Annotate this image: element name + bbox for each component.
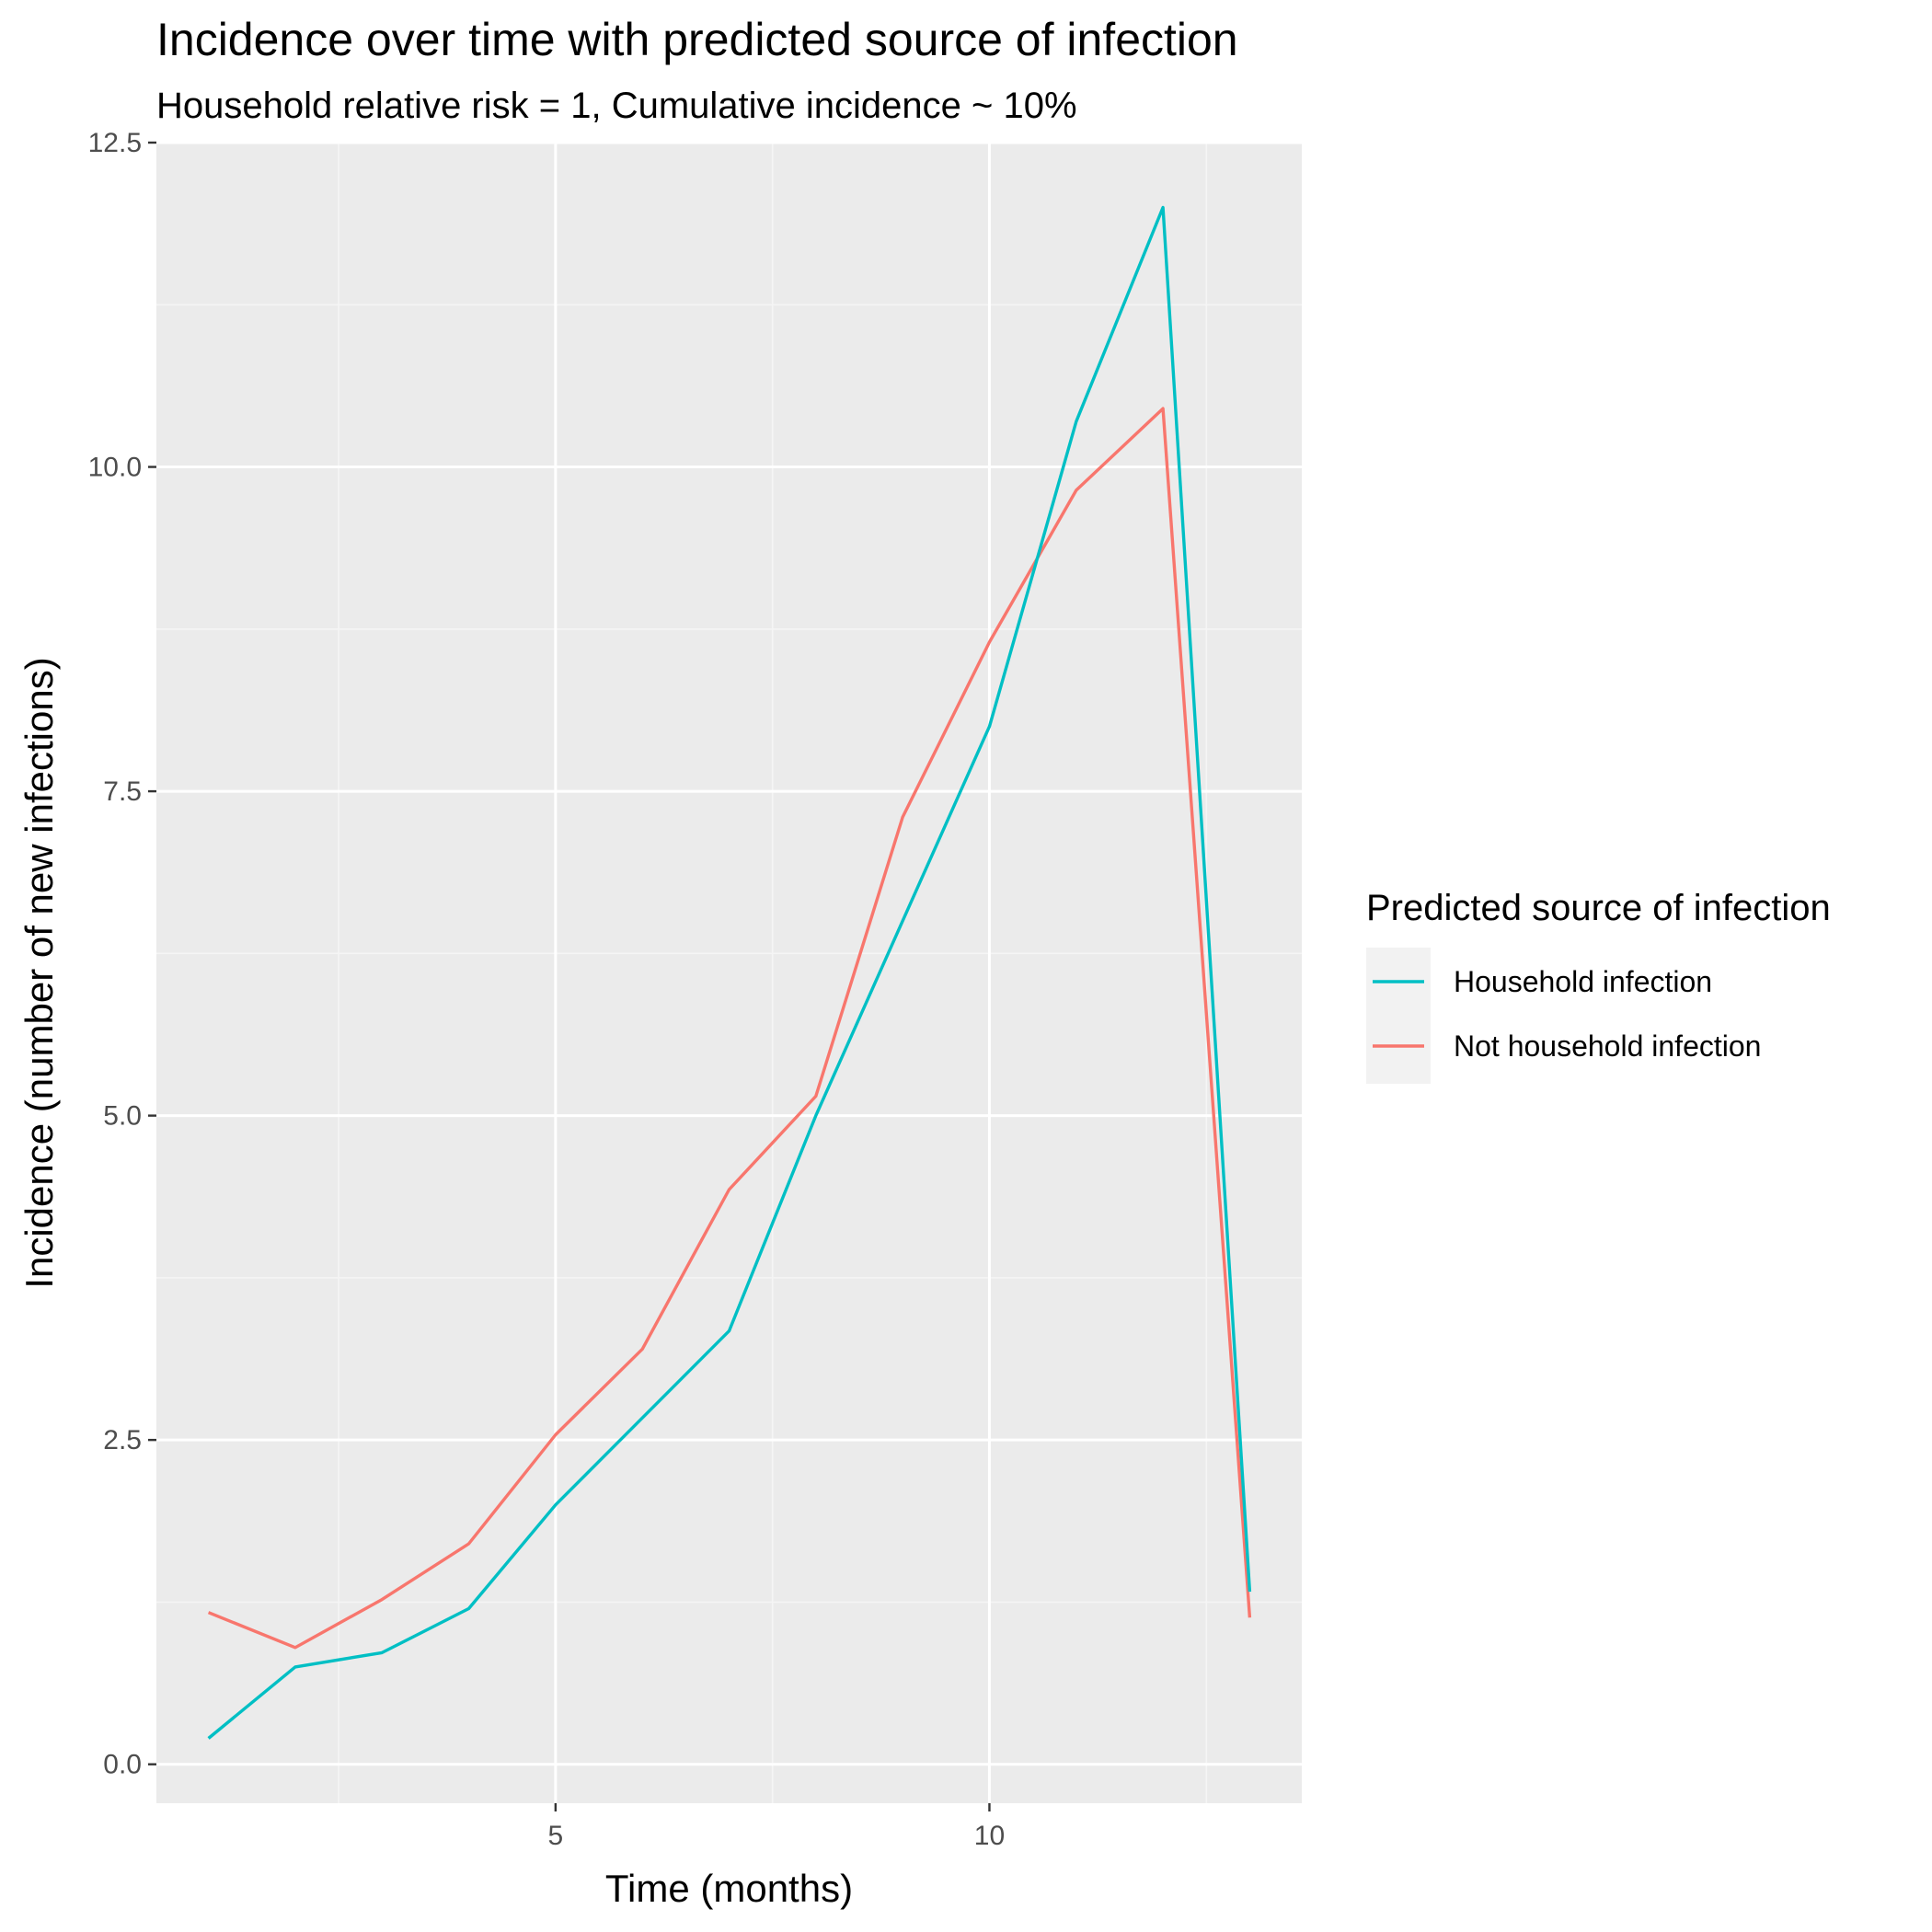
y-axis-title: Incidence (number of new infections): [17, 657, 61, 1288]
legend-items: Household infection Not household infecti…: [1373, 965, 1761, 1063]
axis-ticks: 0.0 2.5 5.0 7.5 10.0 12.5 5 10: [88, 128, 1006, 1851]
y-tick-label: 7.5: [103, 776, 142, 807]
y-tick-label: 0.0: [103, 1750, 142, 1780]
series-line-household-infection: [207, 205, 1252, 1740]
legend-label: Household infection: [1454, 965, 1712, 998]
legend: Predicted source of infection Household …: [1366, 888, 1831, 1084]
chart-subtitle: Household relative risk = 1, Cumulative …: [156, 86, 1077, 126]
legend-label: Not household infection: [1454, 1029, 1761, 1063]
legend-key-background: [1366, 948, 1431, 1084]
minor-gridlines: [156, 143, 1302, 1803]
chart-title: Incidence over time with predicted sourc…: [156, 14, 1238, 65]
major-gridlines: [156, 141, 1302, 1803]
x-tick-label: 5: [548, 1821, 564, 1851]
x-axis-title: Time (months): [605, 1867, 853, 1910]
y-tick-label: 10.0: [88, 453, 142, 483]
series-line-not-household-infection: [207, 407, 1252, 1650]
series-lines: [207, 205, 1252, 1740]
y-tick-label: 5.0: [103, 1101, 142, 1132]
plot-panel: [156, 143, 1302, 1803]
x-tick-label: 10: [974, 1821, 1005, 1851]
y-tick-label: 12.5: [88, 128, 142, 158]
y-tick-label: 2.5: [103, 1425, 142, 1455]
legend-title: Predicted source of infection: [1366, 888, 1831, 928]
